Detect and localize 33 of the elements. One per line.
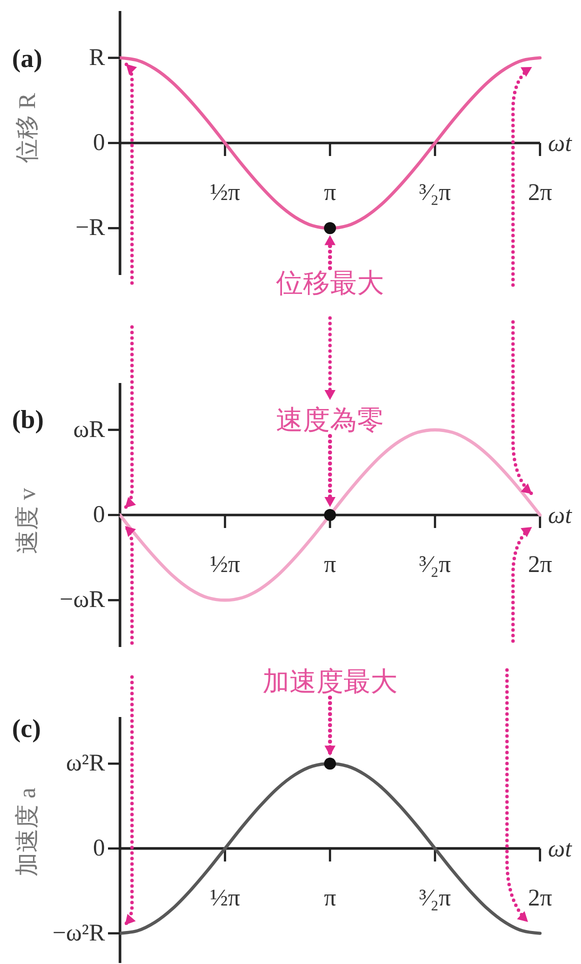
x-tick-label: ³⁄₂π [419,552,451,578]
text: −ω²R [52,920,105,946]
text: −ωR [60,587,105,614]
annotation: 位移最大 [276,268,384,298]
x-tick-label: ³⁄₂π [419,885,451,912]
text: −R [75,215,105,242]
annotation: 加速度最大 [262,666,398,697]
x-axis-title: ωt [548,503,573,529]
chart-title: (a) [12,44,42,73]
x-tick-label: π [324,552,336,578]
x-tick-label: ³⁄₂π [419,180,451,206]
y-axis-title: 位移 R [15,92,41,164]
chart-title: (c) [12,714,41,743]
x-tick-label: π [324,180,336,206]
x-tick-label: 2π [528,180,552,206]
x-axis-title: ωt [548,836,573,862]
x-axis-title: ωt [548,131,573,157]
text: ω²R [66,750,105,777]
text: ωR [73,416,105,443]
text: 0 [93,835,105,862]
y-axis-title: 速度 v [14,488,41,554]
x-tick-label: ½π [210,180,240,206]
text: 0 [93,130,105,156]
text: R [88,44,105,71]
x-tick-label: 2π [528,552,552,578]
x-tick-label: π [324,885,336,912]
x-tick-label: ½π [210,552,240,578]
x-tick-label: 2π [528,885,552,912]
annotation: 速度為零 [276,405,384,435]
y-axis-title: 加速度 a [14,787,41,876]
text: 0 [93,502,105,528]
chart-title: (b) [12,405,44,434]
x-tick-label: ½π [210,885,240,912]
